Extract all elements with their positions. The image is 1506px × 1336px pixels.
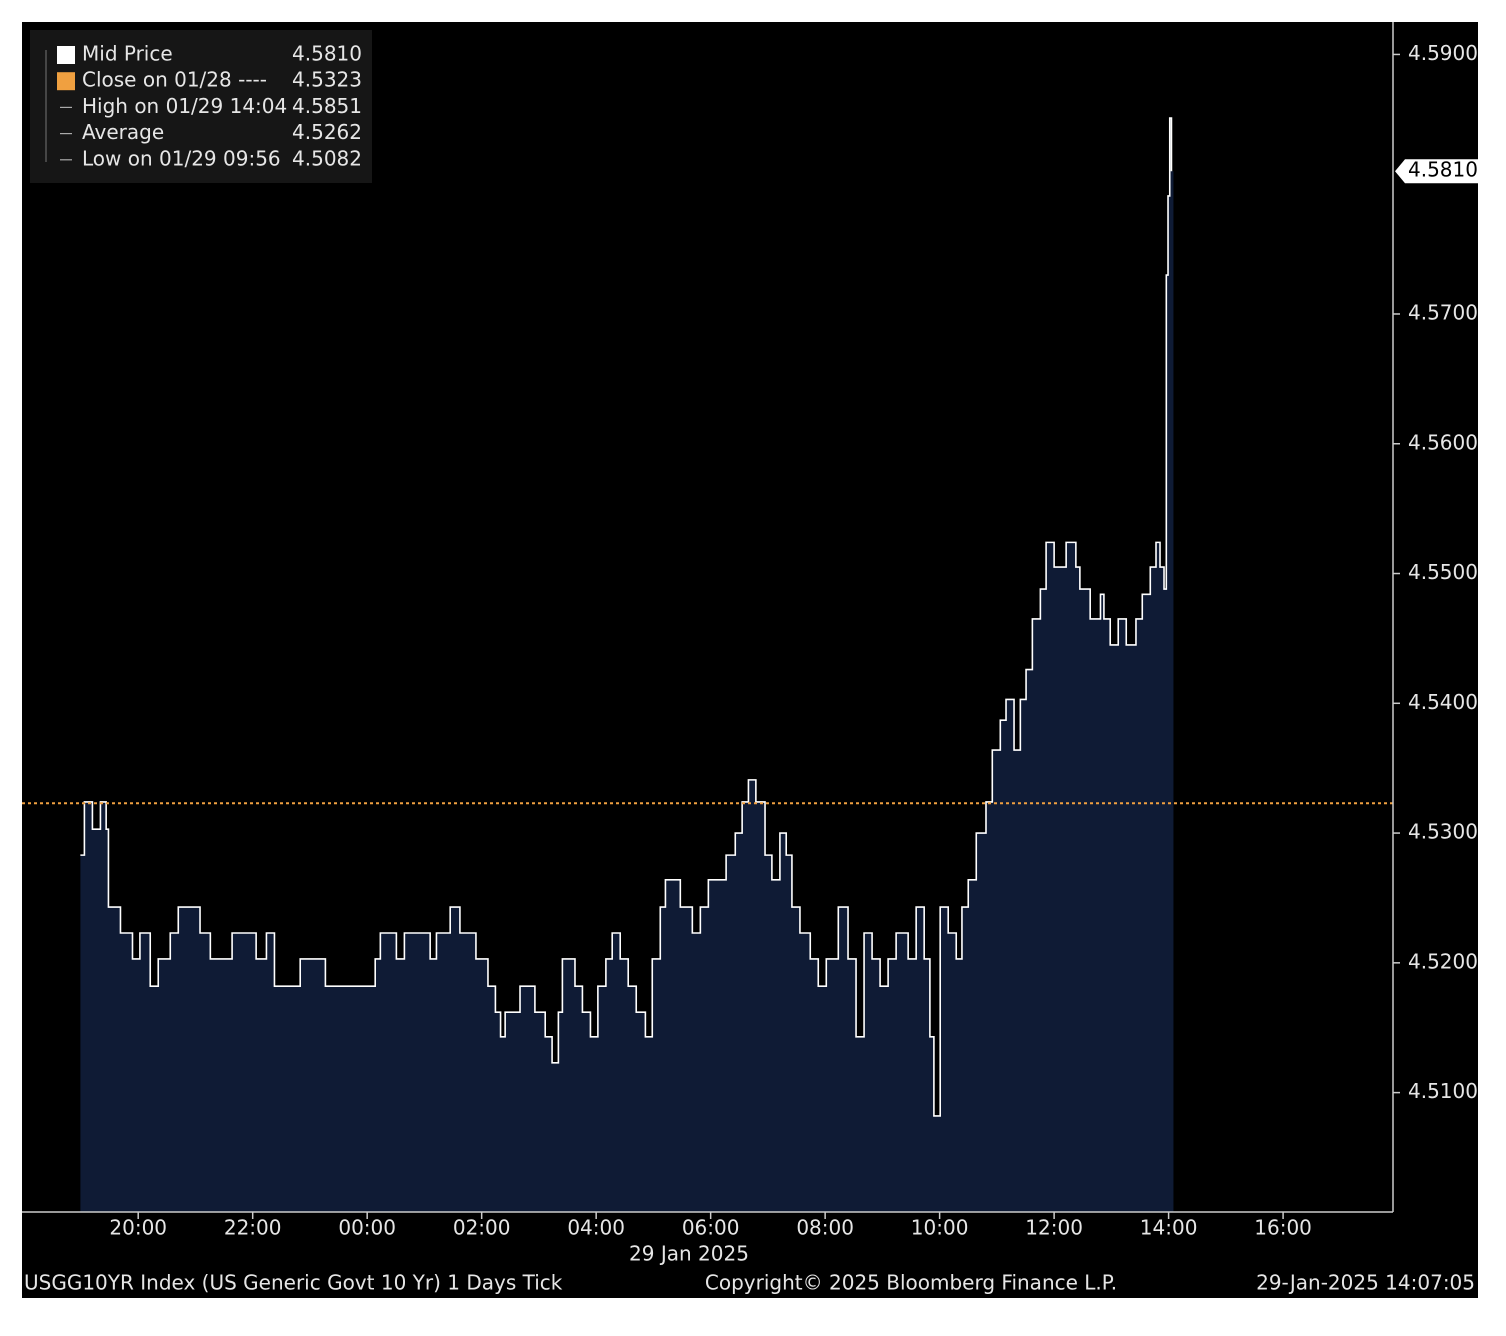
y-tick-label: 4.5400 — [1408, 690, 1478, 714]
y-tick-label: 4.5500 — [1408, 560, 1478, 584]
y-tick-label: 4.5300 — [1408, 820, 1478, 844]
x-tick-label: 10:00 — [911, 1216, 969, 1240]
y-tick-label: 4.5700 — [1408, 300, 1478, 324]
y-tick-label: 4.5900 — [1408, 41, 1478, 65]
y-tick-label: 4.5600 — [1408, 430, 1478, 454]
legend-value: 4.5810 — [292, 42, 362, 66]
y-tick-label: 4.5100 — [1408, 1079, 1478, 1103]
legend-label: Mid Price — [82, 42, 173, 66]
legend-box — [30, 30, 372, 183]
legend-label: High on 01/29 14:04 — [82, 94, 287, 118]
legend-swatch — [57, 72, 75, 91]
x-tick-label: 04:00 — [567, 1216, 625, 1240]
x-tick-label: 08:00 — [796, 1216, 854, 1240]
legend: Mid Price 4.5810 Close on 01/28 ---- 4.5323… — [45, 42, 362, 170]
price-line — [80, 117, 1173, 1117]
footer-left: USGG10YR Index (US Generic Govt 10 Yr) 1… — [24, 1271, 563, 1295]
footer-right: 29-Jan-2025 14:07:05 — [1256, 1271, 1475, 1295]
legend-value: 4.5082 — [292, 146, 362, 170]
x-tick-label: 12:00 — [1025, 1216, 1083, 1240]
legend-value: 4.5262 — [292, 120, 362, 144]
x-tick-label: 22:00 — [224, 1216, 282, 1240]
footer-center: Copyright© 2025 Bloomberg Finance L.P. — [705, 1271, 1117, 1295]
x-axis-sublabel: 29 Jan 2025 — [629, 1242, 749, 1266]
area — [80, 118, 1174, 1213]
last-price-badge — [1395, 159, 1478, 184]
legend-value: 4.5851 — [292, 94, 362, 118]
plot-area — [22, 117, 1393, 1213]
x-tick-label: 06:00 — [682, 1216, 740, 1240]
last-price-label: 4.5810 — [1408, 158, 1478, 182]
legend-label: Close on 01/28 ---- — [82, 68, 267, 92]
legend-swatch — [57, 46, 75, 64]
x-tick-label: 02:00 — [453, 1216, 511, 1240]
x-tick-label: 00:00 — [338, 1216, 396, 1240]
x-tick-label: 20:00 — [109, 1216, 167, 1240]
legend-value: 4.5323 — [292, 68, 362, 92]
x-tick-label: 14:00 — [1140, 1216, 1198, 1240]
legend-label: Average — [82, 120, 164, 144]
y-tick-label: 4.5200 — [1408, 949, 1478, 973]
legend-label: Low on 01/29 09:56 — [82, 146, 281, 170]
x-tick-label: 16:00 — [1254, 1216, 1312, 1240]
